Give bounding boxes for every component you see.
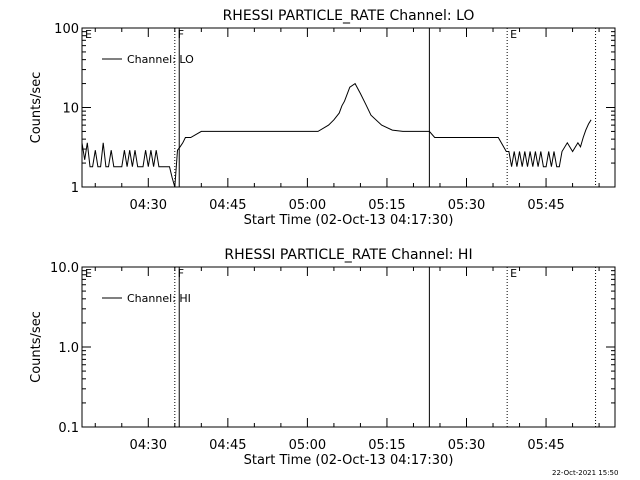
plot-frame — [81, 266, 616, 428]
y-tick-label: 0.1 — [58, 421, 79, 436]
y-tick-label: 1 — [71, 181, 79, 196]
chart-panel-1: RHESSI PARTICLE_RATE Channel: HI 0.1 1.0 10… — [29, 247, 616, 468]
event-marker-label: F — [178, 28, 184, 41]
x-axis-label: Start Time (02-Oct-13 04:17:30) — [244, 453, 454, 468]
footer-date-stamp: 22-Oct-2021 15:50 — [552, 469, 619, 477]
x-tick-label: 05:30 — [448, 198, 485, 213]
x-tick-label: 04:45 — [209, 438, 246, 453]
y-axis-label: Counts/sec — [29, 72, 44, 144]
x-tick-label: 05:15 — [368, 198, 405, 213]
x-tick-label: 05:15 — [368, 438, 405, 453]
event-marker-label: F — [178, 267, 184, 280]
x-tick-label: 05:00 — [289, 438, 326, 453]
y-axis-label: Counts/sec — [29, 311, 44, 383]
x-tick-label: 04:45 — [209, 198, 246, 213]
legend-label: Channel: HI — [127, 292, 191, 305]
plot-frame — [81, 27, 616, 188]
event-marker-label: E — [510, 28, 517, 41]
legend-label: Channel: LO — [127, 53, 194, 66]
chart-panel-0: RHESSI PARTICLE_RATE Channel: LO 1 10 100 04… — [29, 8, 616, 228]
event-marker-label: E — [85, 28, 92, 41]
x-tick-label: 04:30 — [130, 438, 167, 453]
x-axis-label: Start Time (02-Oct-13 04:17:30) — [244, 213, 454, 228]
event-marker-label: E — [510, 267, 517, 280]
y-tick-label: 1.0 — [58, 341, 79, 356]
x-tick-label: 05:45 — [527, 198, 564, 213]
x-tick-label: 05:45 — [527, 438, 564, 453]
x-tick-label: 04:30 — [130, 198, 167, 213]
series-line — [81, 82, 592, 188]
y-tick-label: 10 — [62, 102, 79, 117]
event-marker-label: E — [85, 267, 92, 280]
chart-title: RHESSI PARTICLE_RATE Channel: HI — [224, 247, 472, 263]
chart-title: RHESSI PARTICLE_RATE Channel: LO — [223, 8, 475, 24]
y-tick-label: 100 — [54, 22, 79, 37]
x-tick-label: 05:00 — [289, 198, 326, 213]
x-tick-label: 05:30 — [448, 438, 485, 453]
y-tick-label: 10.0 — [50, 261, 79, 276]
